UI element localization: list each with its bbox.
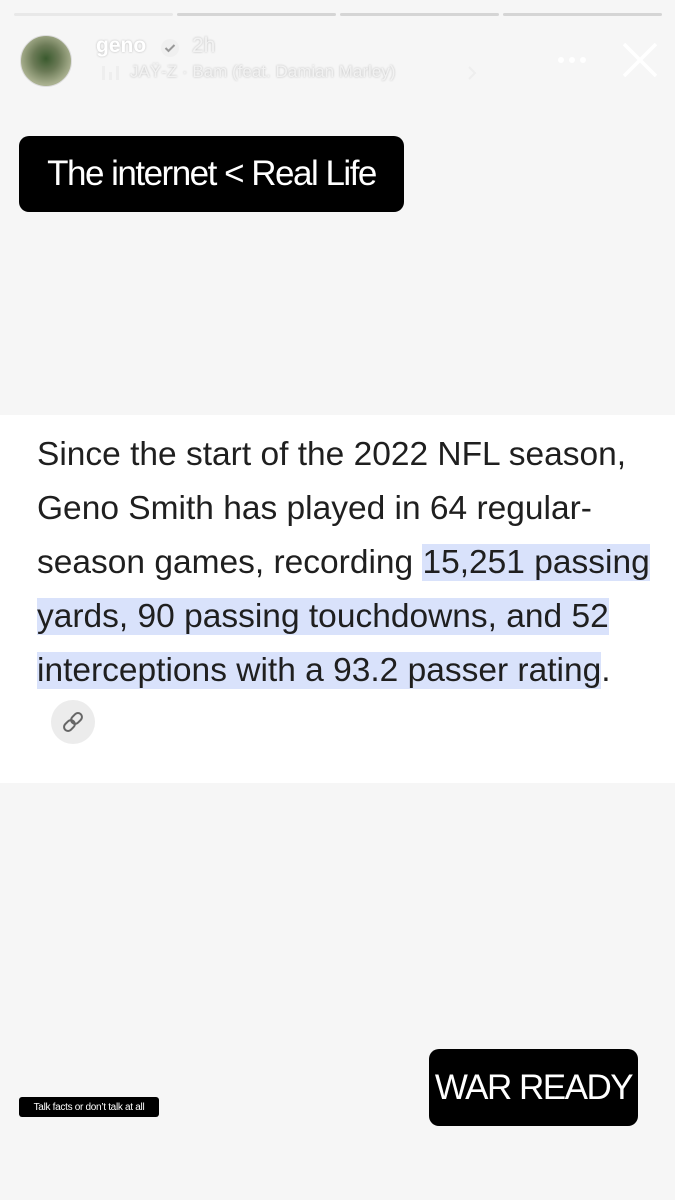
link-button[interactable] [51, 700, 95, 745]
music-info[interactable]: JAŸ-Z · Bam (feat. Damian Marley) [130, 62, 396, 81]
progress-segment [14, 13, 173, 16]
progress-segment [340, 13, 499, 16]
post-time: 2h [192, 34, 216, 57]
chevron [468, 66, 477, 80]
more-button[interactable] [555, 50, 589, 70]
text: . [601, 652, 611, 689]
close-button[interactable] [620, 40, 660, 80]
text-sticker: WAR READY [429, 1049, 638, 1126]
username[interactable]: geno [96, 34, 147, 57]
avatar[interactable] [20, 35, 72, 87]
link-icon [63, 712, 83, 733]
progress-segment [177, 13, 336, 16]
text-sticker: Talk facts or don’t talk at all [19, 1097, 159, 1117]
progress-segment [503, 13, 662, 16]
music-icon [102, 66, 119, 80]
post-text: Since the start of the 2022 NFL season, … [37, 428, 662, 752]
text-sticker: The internet < Real Life [19, 136, 404, 212]
progress-bar [14, 13, 662, 16]
text: Since the start of the 2022 NFL season, … [37, 436, 627, 581]
verified-badge [161, 39, 179, 57]
